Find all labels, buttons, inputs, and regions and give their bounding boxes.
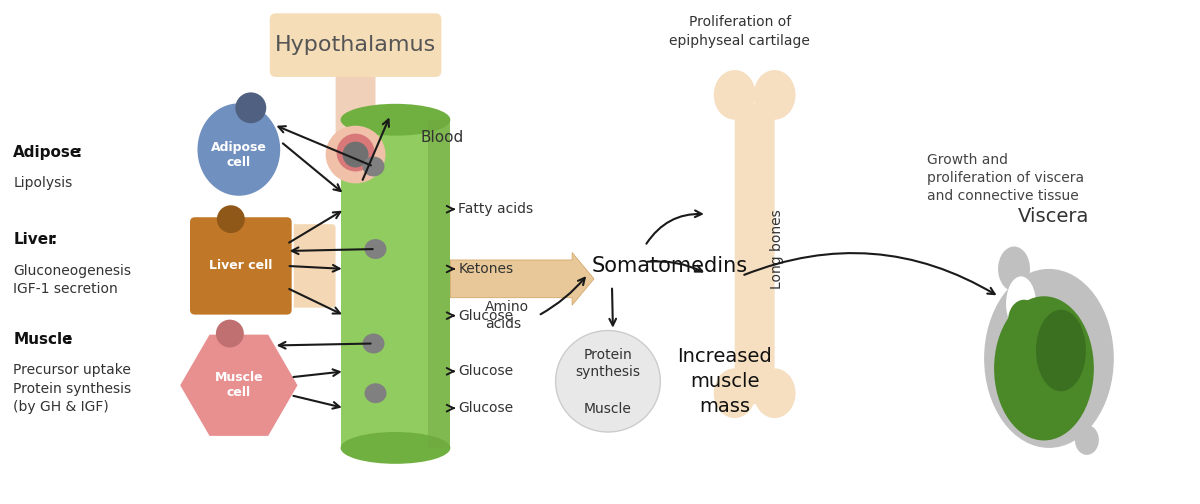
Text: Muscle
cell: Muscle cell xyxy=(215,371,263,399)
Text: Lipolysis: Lipolysis xyxy=(13,176,73,191)
Text: Glucose: Glucose xyxy=(458,364,514,379)
Ellipse shape xyxy=(1008,300,1040,342)
Text: Adipose
cell: Adipose cell xyxy=(211,141,266,168)
Text: Precursor uptake
Protein synthesis
(by GH & IGF): Precursor uptake Protein synthesis (by G… xyxy=(13,363,132,414)
Text: Gluconeogenesis
IGF-1 secretion: Gluconeogenesis IGF-1 secretion xyxy=(13,264,131,296)
Text: Somatomedins: Somatomedins xyxy=(592,256,748,276)
Ellipse shape xyxy=(1024,313,1091,413)
Circle shape xyxy=(342,142,368,167)
Text: Muscle: Muscle xyxy=(13,332,73,347)
Text: Proliferation of
epiphyseal cartilage: Proliferation of epiphyseal cartilage xyxy=(670,15,810,48)
FancyBboxPatch shape xyxy=(336,72,376,146)
Circle shape xyxy=(216,320,244,347)
FancyBboxPatch shape xyxy=(341,120,450,448)
Ellipse shape xyxy=(754,70,796,120)
Circle shape xyxy=(217,205,245,233)
FancyBboxPatch shape xyxy=(270,13,442,77)
Ellipse shape xyxy=(365,239,386,259)
Ellipse shape xyxy=(984,269,1114,448)
Text: Fatty acids: Fatty acids xyxy=(458,202,534,216)
Text: Liver: Liver xyxy=(13,232,56,247)
Ellipse shape xyxy=(365,383,386,403)
Circle shape xyxy=(235,92,266,123)
Text: Muscle: Muscle xyxy=(584,402,632,416)
Text: Blood: Blood xyxy=(420,130,463,145)
Ellipse shape xyxy=(197,102,281,197)
Ellipse shape xyxy=(341,104,450,136)
Text: Adipose: Adipose xyxy=(13,145,82,160)
Ellipse shape xyxy=(325,125,385,183)
FancyBboxPatch shape xyxy=(734,104,774,404)
FancyBboxPatch shape xyxy=(277,224,336,307)
Text: Glucose: Glucose xyxy=(458,308,514,323)
FancyBboxPatch shape xyxy=(188,216,293,316)
Ellipse shape xyxy=(714,368,756,418)
Ellipse shape xyxy=(362,157,384,176)
Ellipse shape xyxy=(362,334,384,353)
Ellipse shape xyxy=(337,134,374,171)
Text: Protein
synthesis: Protein synthesis xyxy=(576,348,641,379)
Text: Ketones: Ketones xyxy=(458,262,514,276)
Text: :: : xyxy=(76,145,82,160)
Text: Long bones: Long bones xyxy=(769,209,784,289)
Ellipse shape xyxy=(754,368,796,418)
FancyArrow shape xyxy=(450,253,594,305)
Text: Growth and
proliferation of viscera
and connective tissue: Growth and proliferation of viscera and … xyxy=(928,153,1085,203)
Text: Glucose: Glucose xyxy=(458,401,514,415)
Ellipse shape xyxy=(714,70,756,120)
Ellipse shape xyxy=(341,432,450,464)
Ellipse shape xyxy=(1036,309,1086,391)
Text: :: : xyxy=(50,232,56,247)
FancyBboxPatch shape xyxy=(428,120,450,448)
Ellipse shape xyxy=(994,296,1094,440)
Ellipse shape xyxy=(556,331,660,432)
Ellipse shape xyxy=(1075,425,1099,455)
Text: Increased
muscle
mass: Increased muscle mass xyxy=(677,347,772,416)
Text: Viscera: Viscera xyxy=(1019,207,1090,226)
Text: Hypothalamus: Hypothalamus xyxy=(275,35,436,55)
Ellipse shape xyxy=(998,246,1030,291)
Text: :: : xyxy=(65,332,72,347)
Ellipse shape xyxy=(1006,276,1036,331)
Text: Amino
acids: Amino acids xyxy=(485,300,529,331)
Text: Liver cell: Liver cell xyxy=(209,260,272,273)
